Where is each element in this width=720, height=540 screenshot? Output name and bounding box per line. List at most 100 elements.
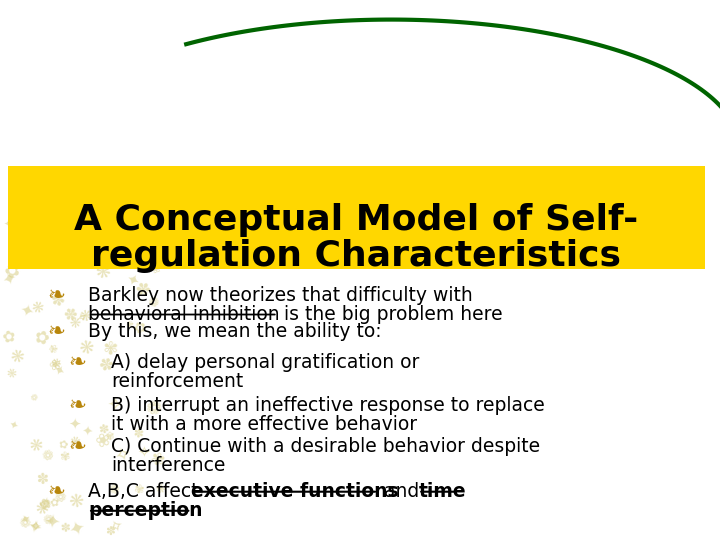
- Text: By this, we mean the ability to:: By this, we mean the ability to:: [88, 322, 382, 341]
- Text: reinforcement: reinforcement: [111, 373, 243, 392]
- Text: ❁: ❁: [40, 448, 54, 464]
- Text: ❁: ❁: [141, 397, 163, 421]
- Text: ❁: ❁: [40, 512, 55, 529]
- Text: time: time: [418, 482, 466, 501]
- Text: ❋: ❋: [68, 492, 85, 512]
- Text: ✾: ✾: [105, 431, 114, 441]
- Text: ✽: ✽: [74, 217, 92, 235]
- Text: interference: interference: [111, 456, 225, 475]
- Text: ❋: ❋: [5, 346, 26, 368]
- Text: ❁: ❁: [148, 295, 161, 310]
- Text: ✽: ✽: [132, 427, 145, 441]
- Text: ❀: ❀: [47, 357, 62, 374]
- Text: A,B,C affect: A,B,C affect: [88, 482, 204, 501]
- Text: ✿: ✿: [37, 495, 53, 514]
- Text: ✿: ✿: [57, 440, 68, 451]
- Text: ✾: ✾: [123, 319, 133, 330]
- Text: it with a more effective behavior: it with a more effective behavior: [111, 415, 418, 434]
- Text: ❀: ❀: [94, 430, 114, 452]
- Text: ✧: ✧: [75, 309, 90, 325]
- Text: ❋: ❋: [92, 263, 111, 284]
- Text: C) Continue with a desirable behavior despite: C) Continue with a desirable behavior de…: [111, 437, 540, 456]
- Text: ✿: ✿: [49, 497, 60, 509]
- Text: regulation Characteristics: regulation Characteristics: [91, 239, 621, 273]
- Text: A) delay personal gratification or: A) delay personal gratification or: [111, 353, 420, 373]
- Text: ✦: ✦: [50, 363, 66, 380]
- Text: ✾: ✾: [133, 238, 142, 248]
- Text: is the big problem here: is the big problem here: [278, 305, 503, 323]
- Text: ❋: ❋: [4, 366, 18, 382]
- Text: ✧: ✧: [107, 517, 126, 537]
- Text: ✽: ✽: [95, 355, 115, 377]
- Text: behavioral inhibition: behavioral inhibition: [88, 305, 280, 323]
- Text: ✦: ✦: [58, 245, 68, 256]
- Text: ❁: ❁: [108, 482, 122, 497]
- Text: ✽: ✽: [133, 279, 155, 301]
- Text: ❋: ❋: [78, 308, 94, 325]
- Text: ❁: ❁: [19, 516, 31, 531]
- Text: ✿: ✿: [130, 318, 148, 338]
- Text: ✾: ✾: [148, 450, 167, 471]
- Text: ✧: ✧: [95, 238, 107, 251]
- Text: perception: perception: [88, 501, 202, 520]
- Text: ❋: ❋: [58, 227, 73, 246]
- Text: ✦: ✦: [66, 517, 88, 540]
- FancyBboxPatch shape: [8, 166, 705, 269]
- Text: ❋: ❋: [34, 500, 52, 518]
- Text: executive functions: executive functions: [192, 482, 399, 501]
- Text: ✿: ✿: [1, 329, 17, 346]
- Text: ❀: ❀: [149, 264, 161, 276]
- Text: ✽: ✽: [49, 290, 67, 310]
- Text: ✦: ✦: [18, 302, 35, 320]
- Text: ✦: ✦: [0, 269, 18, 288]
- Text: ✦: ✦: [123, 271, 141, 290]
- Text: ❧: ❧: [68, 353, 86, 373]
- Text: ❋: ❋: [69, 316, 81, 331]
- Text: ❁: ❁: [53, 490, 68, 506]
- Text: Barkley now theorizes that difficulty with: Barkley now theorizes that difficulty wi…: [88, 286, 473, 305]
- Text: ✦: ✦: [43, 511, 60, 532]
- Text: ❧: ❧: [68, 396, 86, 416]
- Text: ✾: ✾: [58, 450, 71, 465]
- Text: ❋: ❋: [154, 482, 166, 497]
- Text: ❁: ❁: [129, 260, 138, 270]
- Text: ✦: ✦: [7, 419, 19, 432]
- Text: and: and: [378, 482, 425, 501]
- Text: ✧: ✧: [29, 521, 41, 535]
- Text: ❁: ❁: [126, 251, 134, 260]
- Text: ✽: ✽: [97, 423, 110, 437]
- Text: ✾: ✾: [45, 342, 58, 355]
- Text: ✧: ✧: [107, 396, 123, 415]
- Text: ❋: ❋: [49, 356, 62, 372]
- Text: ❧: ❧: [68, 437, 86, 457]
- Text: ✦: ✦: [37, 495, 53, 512]
- Text: ❋: ❋: [27, 436, 46, 456]
- Text: ❧: ❧: [48, 322, 66, 342]
- Text: ❧: ❧: [48, 286, 66, 306]
- Text: ❧: ❧: [48, 482, 66, 502]
- Text: ✦: ✦: [24, 517, 43, 539]
- Text: ✿: ✿: [2, 259, 24, 282]
- Text: ✽: ✽: [37, 471, 50, 487]
- Text: ✧: ✧: [112, 443, 132, 467]
- Text: ❁: ❁: [30, 392, 40, 403]
- Text: ❋: ❋: [30, 299, 46, 317]
- Text: ✽: ✽: [104, 525, 114, 538]
- Text: ✽: ✽: [61, 305, 81, 325]
- Text: B) interrupt an ineffective response to replace: B) interrupt an ineffective response to …: [111, 396, 545, 415]
- Text: ❀: ❀: [37, 221, 53, 239]
- Text: ✦: ✦: [19, 511, 33, 527]
- Text: ✦: ✦: [3, 217, 13, 231]
- Text: ✿: ✿: [68, 214, 86, 232]
- Text: ✽: ✽: [144, 253, 161, 273]
- Text: ✿: ✿: [90, 220, 102, 234]
- Text: ✾: ✾: [132, 483, 145, 498]
- Text: ✽: ✽: [94, 238, 106, 253]
- Text: ✾: ✾: [102, 340, 118, 358]
- Text: ❋: ❋: [30, 247, 44, 263]
- Text: ✿: ✿: [31, 328, 51, 350]
- Text: ❋: ❋: [66, 434, 82, 450]
- Text: ❋: ❋: [78, 338, 96, 359]
- Text: ✦: ✦: [81, 426, 93, 440]
- Text: ✾: ✾: [4, 211, 26, 235]
